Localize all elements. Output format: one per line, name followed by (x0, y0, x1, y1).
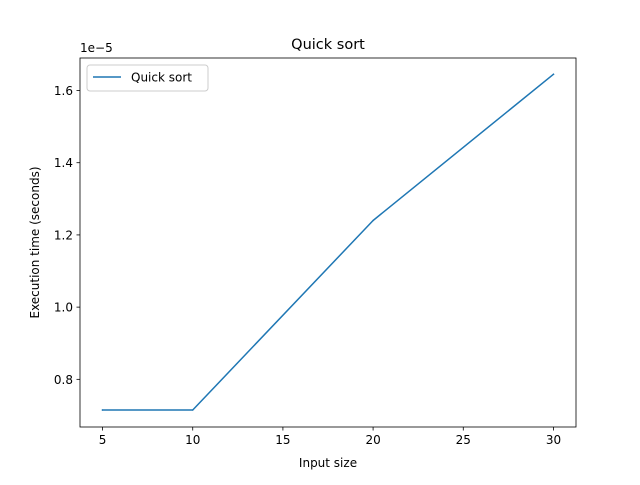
plot-area (80, 58, 576, 427)
y-offset-label: 1e−5 (80, 41, 113, 55)
x-tick-label: 10 (185, 433, 200, 447)
x-tick-label: 30 (546, 433, 561, 447)
x-axis-label: Input size (299, 456, 357, 470)
chart-title: Quick sort (291, 37, 365, 53)
x-tick-label: 25 (456, 433, 471, 447)
y-axis: 0.8 1.0 1.2 1.4 1.6 (54, 84, 80, 387)
data-point (372, 219, 374, 222)
data-point (191, 409, 194, 411)
legend: Quick sort (86, 64, 209, 92)
y-tick-label: 1.4 (54, 156, 73, 170)
y-axis-label: Execution time (seconds) (28, 166, 42, 318)
x-tick-label: 15 (275, 433, 290, 447)
x-tick-label: 5 (99, 433, 107, 447)
x-axis: 5 10 15 20 25 30 (99, 427, 561, 447)
x-tick-label: 20 (365, 433, 380, 447)
legend-label: Quick sort (131, 71, 192, 85)
y-tick-label: 1.0 (54, 301, 73, 315)
y-tick-label: 1.2 (54, 228, 73, 242)
plot-background (80, 58, 576, 427)
series-layer (101, 73, 555, 411)
y-tick-label: 1.6 (54, 84, 73, 98)
plot-frame (79, 57, 577, 428)
y-tick-label: 0.8 (54, 373, 73, 387)
legend-box (86, 64, 209, 92)
data-point (552, 73, 555, 75)
series-line (101, 73, 555, 411)
data-point (101, 409, 104, 411)
